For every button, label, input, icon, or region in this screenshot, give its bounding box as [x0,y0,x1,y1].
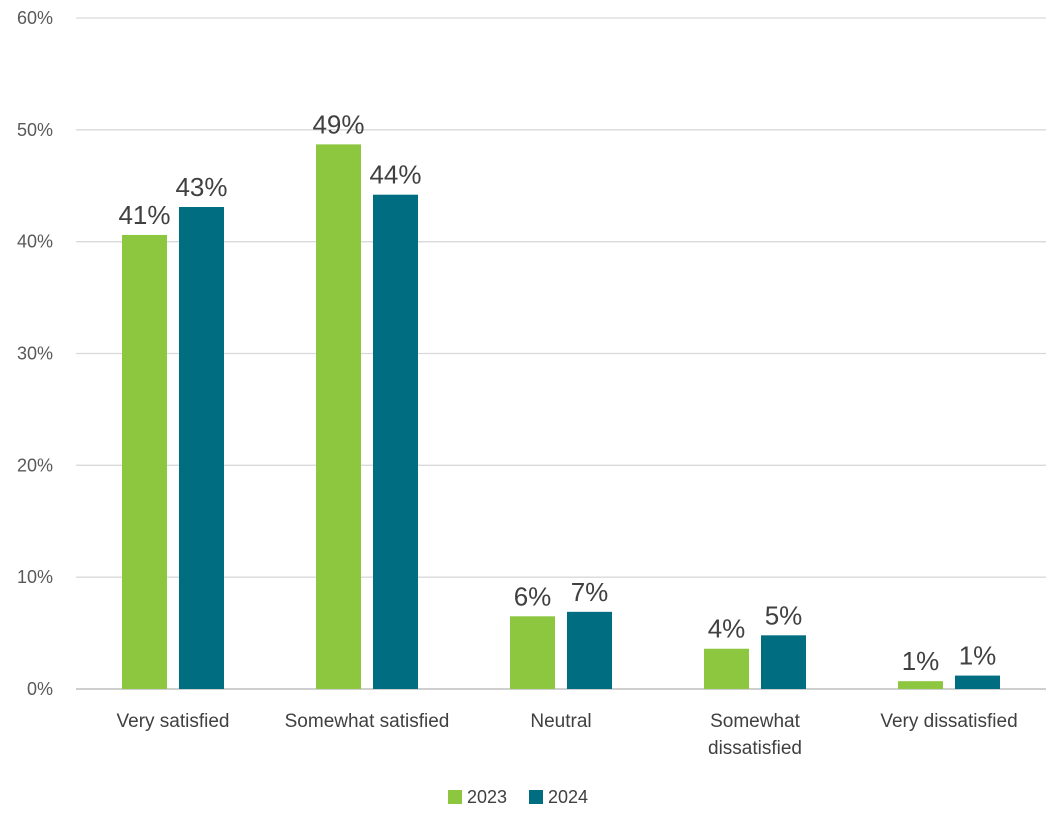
bar-2023 [898,681,943,689]
legend-swatch-2023 [448,790,462,804]
y-tick-label: 50% [17,120,53,140]
data-label: 1% [959,641,997,671]
x-tick-label: Neutral [530,711,591,732]
legend-label: 2024 [548,787,588,807]
y-tick-label: 10% [17,567,53,587]
data-label: 4% [708,614,746,644]
data-label: 49% [312,109,364,139]
data-label: 43% [175,172,227,202]
bar-2023 [510,616,555,689]
y-tick-label: 60% [17,8,53,28]
legend-swatch-2024 [529,790,543,804]
bar-2024 [955,675,1000,689]
data-label: 7% [571,577,609,607]
data-label: 5% [765,600,803,630]
x-tick-label: Very dissatisfied [880,711,1017,732]
x-tick-label: Somewhat [710,711,800,732]
data-label: 44% [369,160,421,190]
x-tick-label: Somewhat satisfied [285,711,450,732]
bar-2024 [567,611,612,689]
bar-2023 [704,648,749,689]
data-label: 6% [514,581,552,611]
bar-2024 [373,194,418,690]
legend: 2023 2024 [448,787,588,807]
x-tick-label: Very satisfied [117,711,230,732]
grid-layer [76,17,1046,690]
bar-layer [122,144,1000,690]
y-tick-label: 20% [17,455,53,475]
y-tick-label: 30% [17,344,53,364]
y-tick-label: 0% [27,679,53,699]
bar-2024 [761,635,806,689]
legend-label: 2023 [467,787,507,807]
data-label: 41% [118,200,170,230]
label-layer: 0% 10% 20% 30% 40% 50% 60% 41%43% Very satisfied… [17,8,1018,759]
bar-2023 [316,144,361,689]
data-label: 1% [902,646,940,676]
bar-2023 [122,234,167,689]
bar-2024 [179,206,224,689]
y-tick-label: 40% [17,232,53,252]
x-tick-label: dissatisfied [708,738,802,759]
